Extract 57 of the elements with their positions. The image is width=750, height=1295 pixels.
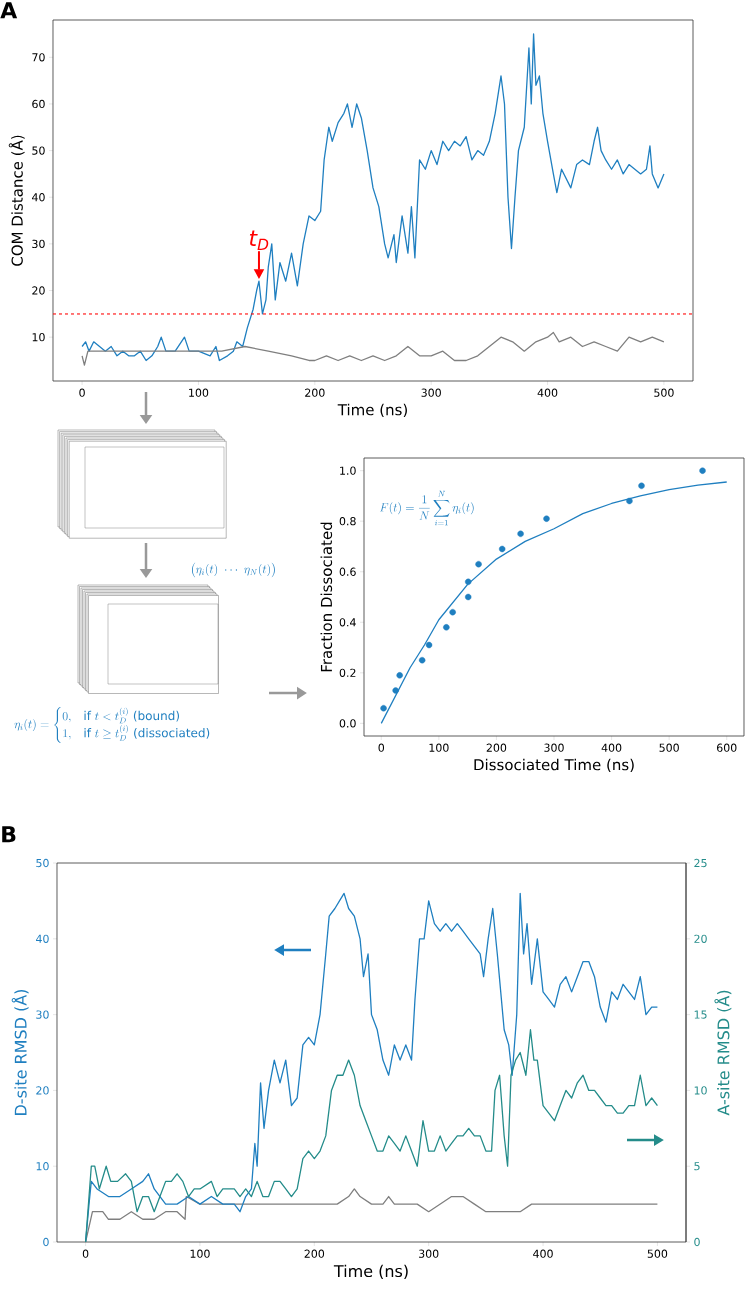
y-tick-label: 0.8 [339, 517, 356, 526]
x-tick-label: 300 [421, 388, 441, 397]
x-tick-label: 500 [654, 388, 674, 397]
x-tick-label: 500 [647, 1249, 668, 1258]
y-tick-label: 70 [32, 53, 45, 62]
x-axis-title: Dissociated Time (ns) [474, 758, 634, 773]
annotation: $F(t) = \frac{1}{N}\sum_{i=1}^{N}\eta_i(t)$ [379, 490, 474, 526]
y-tick-label: 60 [32, 99, 45, 109]
chart-title: B [2, 826, 16, 843]
x-axis-title: Time (ns) [333, 1264, 408, 1279]
annotation: t$_{D}$ [249, 230, 269, 250]
y-tick-label: 0.6 [339, 567, 356, 576]
y-tick-label: 1.0 [340, 466, 356, 475]
y2-tick-label: 0 [694, 1237, 700, 1247]
text: $\big(\eta_i(t)\ \cdots\ \eta_N(t)\big)$ [192, 562, 275, 578]
y-tick-label: 0.2 [339, 668, 356, 677]
y-axis-title: Fraction Dissociated [320, 522, 333, 672]
x-tick-label: 200 [486, 743, 507, 752]
y-tick-label: 0.0 [339, 719, 356, 728]
y2-tick-label: 10 [694, 1086, 707, 1095]
y2-axis-title: A-site RMSD (Å) [714, 990, 732, 1116]
y-tick-label: 20 [32, 286, 45, 295]
y2-tick-label: 15 [694, 1010, 707, 1019]
x-tick-label: 200 [304, 1249, 325, 1258]
y-tick-label: 40 [32, 193, 45, 202]
x-tick-label: 600 [717, 743, 737, 752]
text: $\eta_i(t) = \begin{cases} 0, & \text{if } t < t_D^{(i)} \text{ (bound)}\\ 1, & \text{if } t \geq t_D^{(i)} \text{ (dissociated)}\end{cases}$ [14, 707, 210, 743]
x-tick-label: 400 [533, 1249, 553, 1258]
x-tick-label: 200 [305, 388, 325, 397]
x-tick-label: 400 [601, 743, 622, 752]
x-tick-label: 0 [79, 388, 85, 397]
y-tick-label: 0.4 [339, 618, 356, 627]
y2-tick-label: 25 [694, 858, 707, 868]
x-tick-label: 0 [82, 1249, 89, 1258]
x-tick-label: 400 [537, 388, 558, 397]
y-axis-title: COM Distance (Å) [8, 135, 25, 266]
chart-title: A [0, 2, 18, 19]
x-tick-label: 500 [659, 743, 679, 752]
y-tick-label: 50 [32, 146, 45, 155]
y-tick-label: 10 [32, 333, 45, 342]
x-tick-label: 100 [189, 388, 209, 397]
y-tick-label: 0 [43, 1237, 49, 1247]
y-tick-label: 40 [36, 934, 49, 943]
y2-tick-label: 5 [694, 1162, 700, 1171]
x-tick-label: 300 [419, 1249, 439, 1258]
y-tick-label: 30 [36, 1010, 49, 1019]
x-axis-title: Time (ns) [337, 403, 407, 418]
y-tick-label: 50 [36, 858, 49, 868]
y2-tick-label: 20 [694, 934, 707, 943]
y-tick-label: 20 [36, 1086, 49, 1095]
x-tick-label: 100 [190, 1249, 210, 1258]
y-tick-label: 30 [32, 239, 45, 249]
y-axis-title: D-site RMSD (Å) [11, 989, 29, 1115]
y-tick-label: 10 [36, 1162, 49, 1171]
x-tick-label: 100 [429, 743, 449, 752]
x-tick-label: 300 [544, 743, 564, 752]
x-tick-label: 0 [378, 743, 385, 752]
